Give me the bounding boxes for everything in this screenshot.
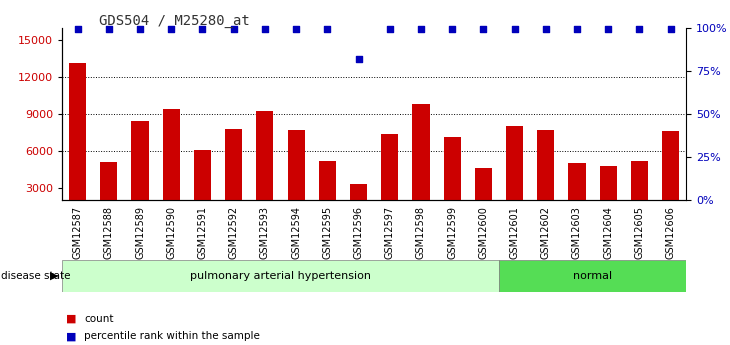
Point [228,27,239,32]
Text: percentile rank within the sample: percentile rank within the sample [84,332,260,341]
Point [415,27,427,32]
Text: ■: ■ [66,332,76,341]
Point [665,27,677,32]
Point [353,56,364,61]
Bar [474,168,492,200]
Bar [319,161,336,200]
Bar [256,111,274,200]
Text: disease state: disease state [1,271,71,281]
Point [446,27,458,32]
Point [540,27,552,32]
Bar [412,104,429,200]
Point [196,27,208,32]
Bar [599,166,617,200]
Point [72,27,83,32]
Bar [131,121,149,200]
Bar [62,260,499,292]
Point [166,27,177,32]
Bar [100,162,118,200]
Bar [194,150,211,200]
Bar [569,162,585,200]
Bar [163,109,180,200]
Bar [69,63,86,200]
Point [259,27,271,32]
Bar [499,260,686,292]
Bar [350,184,367,200]
Point [321,27,333,32]
Point [602,27,614,32]
Point [134,27,146,32]
Point [103,27,115,32]
Bar [444,137,461,200]
Text: count: count [84,314,113,324]
Bar [631,161,648,200]
Point [509,27,520,32]
Bar [662,131,679,200]
Bar [225,129,242,200]
Text: GDS504 / M25280_at: GDS504 / M25280_at [99,14,250,28]
Point [384,27,396,32]
Point [634,27,645,32]
Bar [288,130,304,200]
Bar [537,130,554,200]
Bar [506,126,523,200]
Point [477,27,489,32]
Text: ■: ■ [66,314,76,324]
Bar [381,134,399,200]
Text: ▶: ▶ [50,271,58,281]
Point [571,27,583,32]
Text: normal: normal [573,271,612,281]
Point [291,27,302,32]
Text: pulmonary arterial hypertension: pulmonary arterial hypertension [190,271,371,281]
